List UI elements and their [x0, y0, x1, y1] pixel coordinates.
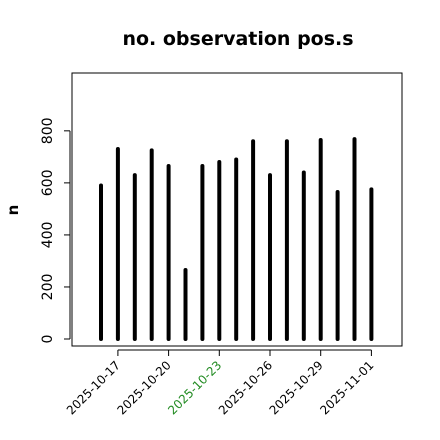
- x-tick-label: 2025-11-01: [317, 358, 376, 417]
- y-tick-label: 0: [40, 335, 56, 344]
- bars: [99, 137, 374, 341]
- y-axis-label: n: [4, 205, 22, 216]
- y-tick-label: 600: [40, 170, 56, 197]
- x-axis: 2025-10-172025-10-202025-10-232025-10-26…: [64, 349, 377, 417]
- plot-frame: [71, 72, 403, 347]
- y-tick-label: 400: [40, 222, 56, 249]
- y-tick-label: 200: [40, 274, 56, 301]
- y-tick-label: 800: [40, 117, 56, 144]
- chart-title: no. observation pos.s: [122, 28, 353, 50]
- y-axis: 0 200 400 600 800: [40, 117, 71, 344]
